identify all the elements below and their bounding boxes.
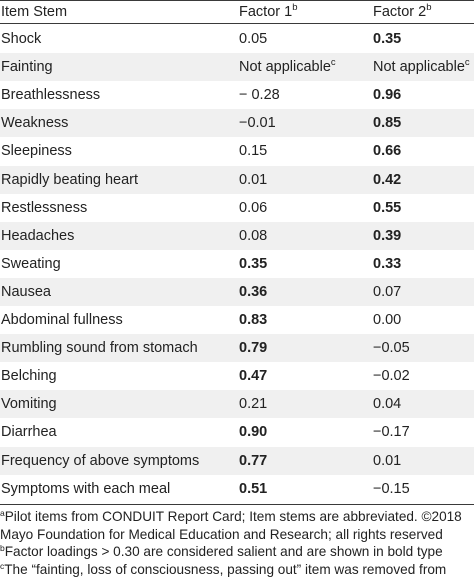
- factor-1-cell: 0.06: [239, 194, 267, 222]
- factor-1-cell: 0.51: [239, 475, 267, 503]
- item-stem-cell: Sleepiness: [1, 137, 72, 165]
- factor-2-cell: −0.05: [373, 334, 410, 362]
- factor-1-cell: 0.77: [239, 447, 267, 475]
- table-bottom-rule: [0, 504, 474, 505]
- item-stem-cell: Frequency of above symptoms: [1, 447, 199, 475]
- item-stem-cell: Sweating: [1, 250, 61, 278]
- item-stem-cell: Restlessness: [1, 194, 87, 222]
- factor-1-cell: −0.01: [239, 109, 276, 137]
- item-stem-cell: Shock: [1, 25, 41, 53]
- table-row: Abdominal fullness 0.83 0.00: [0, 306, 474, 334]
- factor-2-cell: 0.01: [373, 447, 401, 475]
- item-stem-cell: Fainting: [1, 53, 53, 81]
- factor-2-cell: Not applicablec: [373, 53, 470, 81]
- table-row: Headaches 0.08 0.39: [0, 222, 474, 250]
- factor-1-cell: 0.36: [239, 278, 267, 306]
- item-stem-cell: Weakness: [1, 109, 68, 137]
- factor-1-cell: 0.08: [239, 222, 267, 250]
- table-row: Vomiting 0.21 0.04: [0, 390, 474, 418]
- table-header-row: Item Stem Factor 1b Factor 2b: [0, 1, 474, 23]
- table-row: Diarrhea 0.90 −0.17: [0, 418, 474, 446]
- factor-2-cell: −0.02: [373, 362, 410, 390]
- factor-1-cell: Not applicablec: [239, 53, 336, 81]
- factor-2-cell: 0.66: [373, 137, 401, 165]
- item-stem-cell: Symptoms with each meal: [1, 475, 170, 503]
- factor-2-cell: −0.15: [373, 475, 410, 503]
- header-factor-2: Factor 2b: [373, 1, 431, 23]
- factor-2-cell: 0.55: [373, 194, 401, 222]
- table-row: Weakness −0.01 0.85: [0, 109, 474, 137]
- item-stem-cell: Belching: [1, 362, 57, 390]
- table-row: Nausea 0.36 0.07: [0, 278, 474, 306]
- table-row: Sleepiness 0.15 0.66: [0, 137, 474, 165]
- table-row: Shock 0.05 0.35: [0, 25, 474, 53]
- factor-1-cell: 0.47: [239, 362, 267, 390]
- factor-2-cell: 0.07: [373, 278, 401, 306]
- table-row: Frequency of above symptoms 0.77 0.01: [0, 447, 474, 475]
- footnote-a: aPilot items from CONDUIT Report Card; I…: [0, 508, 474, 526]
- factor-1-cell: 0.01: [239, 166, 267, 194]
- item-stem-cell: Diarrhea: [1, 418, 57, 446]
- table-row: Rumbling sound from stomach 0.79 −0.05: [0, 334, 474, 362]
- factor-1-cell: 0.35: [239, 250, 267, 278]
- footnote-c: cThe “fainting, loss of consciousness, p…: [0, 561, 474, 578]
- table-row: Restlessness 0.06 0.55: [0, 194, 474, 222]
- factor-2-cell: 0.96: [373, 81, 401, 109]
- factor-1-cell: − 0.28: [239, 81, 280, 109]
- item-stem-cell: Vomiting: [1, 390, 57, 418]
- table-row: Belching 0.47 −0.02: [0, 362, 474, 390]
- footnotes: aPilot items from CONDUIT Report Card; I…: [0, 508, 474, 578]
- factor-2-cell: 0.39: [373, 222, 401, 250]
- factor-2-cell: −0.17: [373, 418, 410, 446]
- header-item-stem: Item Stem: [1, 1, 67, 23]
- header-factor-1: Factor 1b: [239, 1, 297, 23]
- factor-2-cell: 0.35: [373, 25, 401, 53]
- item-stem-cell: Breathlessness: [1, 81, 100, 109]
- item-stem-cell: Rumbling sound from stomach: [1, 334, 198, 362]
- table-row: Symptoms with each meal 0.51 −0.15: [0, 475, 474, 503]
- factor-1-cell: 0.83: [239, 306, 267, 334]
- factor-2-cell: 0.33: [373, 250, 401, 278]
- factor-2-cell: 0.04: [373, 390, 401, 418]
- factor-1-cell: 0.90: [239, 418, 267, 446]
- item-stem-cell: Abdominal fullness: [1, 306, 123, 334]
- factor-1-cell: 0.05: [239, 25, 267, 53]
- item-stem-cell: Rapidly beating heart: [1, 166, 138, 194]
- factor-1-cell: 0.15: [239, 137, 267, 165]
- table-row: Breathlessness − 0.28 0.96: [0, 81, 474, 109]
- item-stem-cell: Headaches: [1, 222, 74, 250]
- item-stem-cell: Nausea: [1, 278, 51, 306]
- table-row: Fainting Not applicablec Not applicablec: [0, 53, 474, 81]
- factor-2-cell: 0.00: [373, 306, 401, 334]
- footnote-b: bFactor loadings > 0.30 are considered s…: [0, 543, 474, 561]
- factor-2-cell: 0.42: [373, 166, 401, 194]
- factor-1-cell: 0.21: [239, 390, 267, 418]
- factor-1-cell: 0.79: [239, 334, 267, 362]
- table-row: Sweating 0.35 0.33: [0, 250, 474, 278]
- factor-2-cell: 0.85: [373, 109, 401, 137]
- header-rule: [0, 23, 474, 24]
- table-row: Rapidly beating heart 0.01 0.42: [0, 166, 474, 194]
- footnote-a-continued: Mayo Foundation for Medical Education an…: [0, 526, 474, 544]
